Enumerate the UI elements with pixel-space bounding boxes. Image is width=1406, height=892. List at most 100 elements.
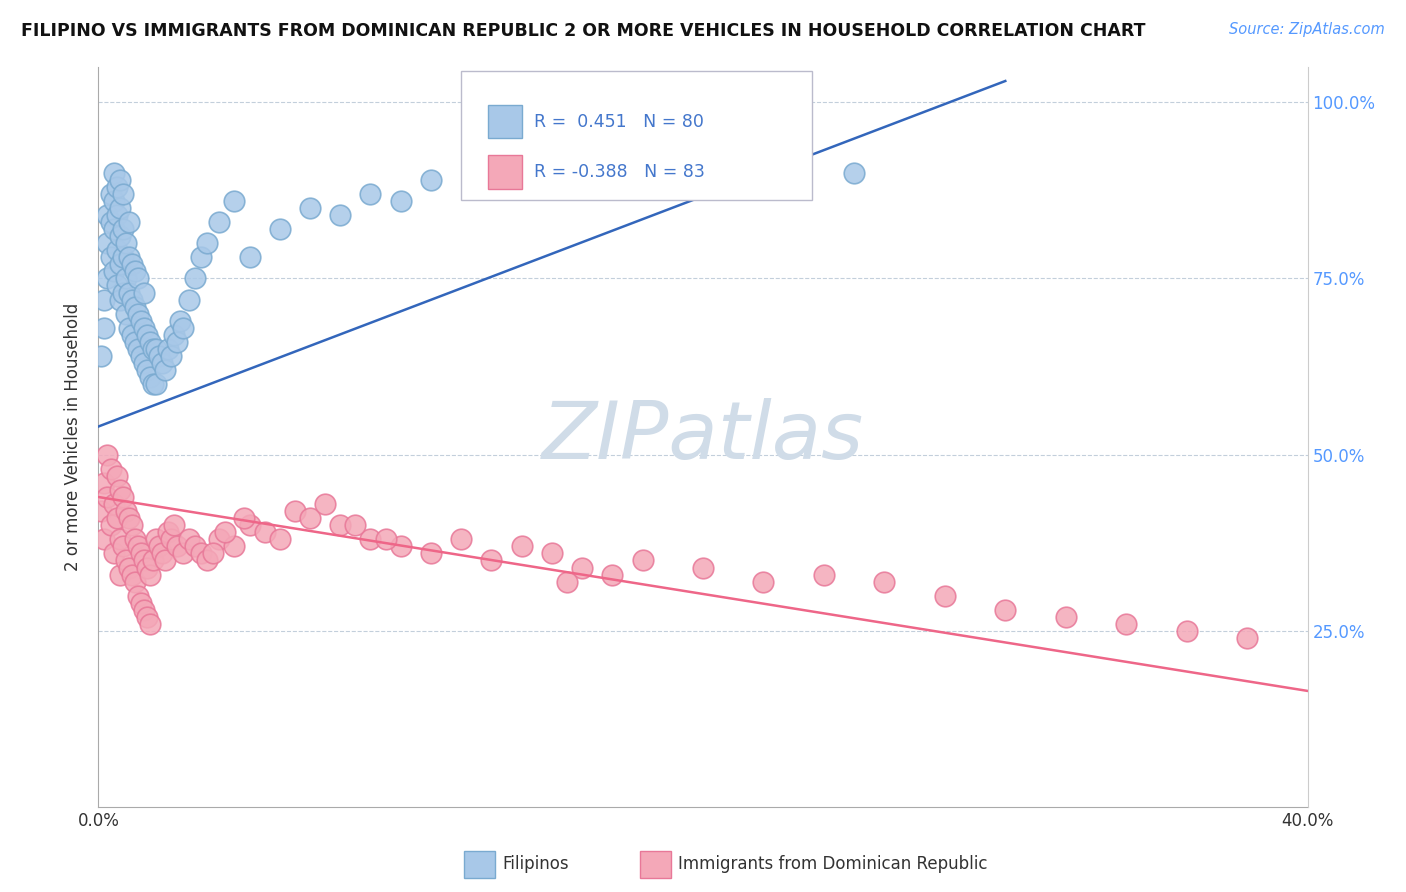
Point <box>172 546 194 560</box>
Point <box>994 603 1017 617</box>
Point <box>96 208 118 222</box>
Point <box>145 377 167 392</box>
Point <box>555 574 578 589</box>
Point <box>148 540 170 554</box>
Point <box>1236 631 1258 645</box>
Point <box>96 271 118 285</box>
Point <box>105 511 128 525</box>
Point <box>195 236 218 251</box>
Point <box>118 250 141 264</box>
Point <box>1115 616 1137 631</box>
Point <box>269 222 291 236</box>
Point <box>329 518 352 533</box>
Point <box>1175 624 1198 638</box>
Point <box>127 540 149 554</box>
Point <box>103 264 125 278</box>
Point <box>114 307 136 321</box>
Point <box>166 334 188 349</box>
Point <box>224 194 246 208</box>
Point <box>844 166 866 180</box>
Text: ZIPatlas: ZIPatlas <box>541 398 865 476</box>
Point <box>108 172 131 186</box>
Point <box>114 504 136 518</box>
Point <box>108 567 131 582</box>
Point <box>169 314 191 328</box>
Point <box>160 533 183 547</box>
Point <box>105 244 128 258</box>
Point <box>105 278 128 293</box>
Point <box>132 603 155 617</box>
Point <box>142 553 165 567</box>
Point <box>105 208 128 222</box>
Point <box>105 179 128 194</box>
Point <box>156 525 179 540</box>
Point <box>124 264 146 278</box>
Point <box>121 567 143 582</box>
Point <box>360 533 382 547</box>
Point <box>934 589 956 603</box>
Point <box>631 553 654 567</box>
Point <box>314 497 336 511</box>
Point <box>374 533 396 547</box>
Point <box>124 533 146 547</box>
Point <box>118 511 141 525</box>
Bar <box>488 105 522 138</box>
Point <box>124 334 146 349</box>
Text: Source: ZipAtlas.com: Source: ZipAtlas.com <box>1229 22 1385 37</box>
Point <box>111 250 134 264</box>
Text: Immigrants from Dominican Republic: Immigrants from Dominican Republic <box>678 855 987 873</box>
Point <box>153 363 176 377</box>
Point <box>571 560 593 574</box>
Point <box>179 293 201 307</box>
Point <box>103 166 125 180</box>
Point <box>1054 610 1077 624</box>
Point <box>172 320 194 334</box>
Point <box>692 560 714 574</box>
Point <box>150 546 173 560</box>
Point <box>481 179 503 194</box>
Point <box>93 293 115 307</box>
Point <box>139 334 162 349</box>
Point <box>100 250 122 264</box>
Point <box>100 215 122 229</box>
Point <box>111 186 134 201</box>
Point <box>100 186 122 201</box>
Point <box>96 448 118 462</box>
Point <box>111 285 134 300</box>
Point <box>284 504 307 518</box>
Point <box>239 518 262 533</box>
FancyBboxPatch shape <box>461 70 811 200</box>
Point <box>127 307 149 321</box>
Point <box>156 342 179 356</box>
Point <box>813 567 835 582</box>
Point <box>121 518 143 533</box>
Point <box>108 257 131 271</box>
Point <box>420 172 443 186</box>
Point <box>214 525 236 540</box>
Point <box>111 490 134 504</box>
Point <box>253 525 276 540</box>
Point <box>124 300 146 314</box>
Point <box>108 293 131 307</box>
Point <box>420 546 443 560</box>
Point <box>121 327 143 342</box>
Point <box>190 250 212 264</box>
Point <box>111 222 134 236</box>
Text: R =  0.451   N = 80: R = 0.451 N = 80 <box>534 112 703 130</box>
Text: Filipinos: Filipinos <box>502 855 568 873</box>
Point <box>105 468 128 483</box>
Point <box>208 533 231 547</box>
Point <box>118 285 141 300</box>
Point <box>132 356 155 370</box>
Point <box>145 533 167 547</box>
Point <box>127 589 149 603</box>
Point <box>114 553 136 567</box>
Point <box>184 540 207 554</box>
Point <box>873 574 896 589</box>
Point <box>269 533 291 547</box>
Point <box>90 504 112 518</box>
Point <box>93 533 115 547</box>
Point <box>153 553 176 567</box>
Point <box>195 553 218 567</box>
Point <box>118 215 141 229</box>
